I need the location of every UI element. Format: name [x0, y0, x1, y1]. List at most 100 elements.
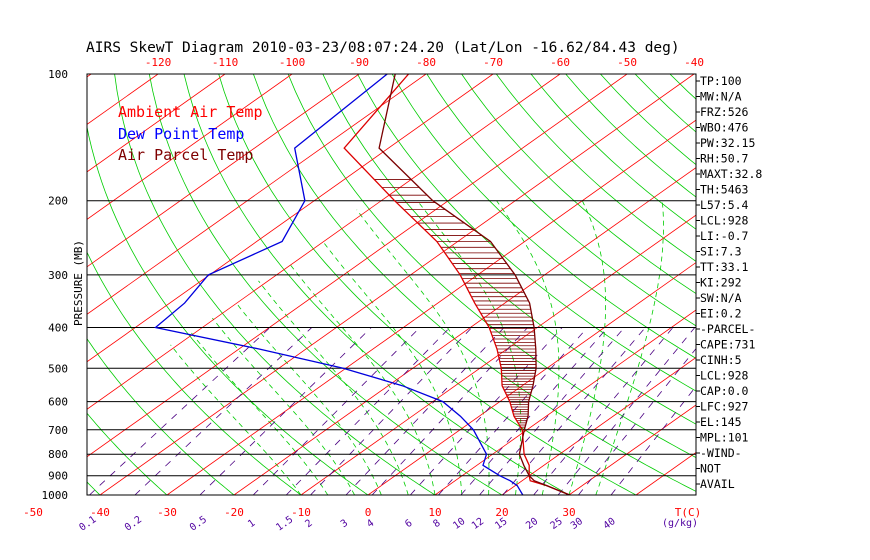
cape-hatching	[374, 179, 537, 428]
stability-index-item: EL:145	[700, 415, 742, 429]
bottom-temperature-label: 30	[562, 506, 575, 519]
top-temperature-label: -70	[483, 56, 503, 69]
pressure-tick-label: 100	[48, 68, 68, 81]
mixing-ratio-line	[199, 327, 372, 495]
legend-ambient-air-temp: Ambient Air Temp	[118, 103, 263, 121]
isotherm-line	[367, 262, 696, 495]
bottom-temperature-label: 10	[428, 506, 441, 519]
stability-index-item: TH:5463	[700, 183, 749, 197]
pressure-tick-label: 500	[48, 362, 68, 375]
mixing-ratio-label: 4	[365, 518, 376, 530]
stability-index-item: MPL:101	[700, 431, 749, 445]
mixing-ratio-line	[578, 347, 696, 495]
dry-adiabat-line	[87, 251, 302, 495]
isotherm-line	[233, 167, 696, 495]
stability-index-item: CAPE:731	[700, 338, 755, 352]
mixing-ratio-label: 20	[524, 516, 540, 532]
top-temperature-label: -110	[212, 56, 239, 69]
isotherm-line	[99, 74, 695, 495]
mixing-ratio-label: 6	[403, 518, 414, 530]
mixing-ratio-line	[410, 327, 563, 495]
stability-index-item: TP:100	[700, 74, 742, 88]
legend-air-parcel-temp: Air Parcel Temp	[118, 146, 253, 164]
stability-index-item: AVAIL	[700, 477, 735, 491]
top-temperature-label: -50	[617, 56, 637, 69]
mixing-ratio-unit-label: (g/kg)	[662, 518, 698, 529]
bottom-temperature-label: 20	[495, 506, 508, 519]
top-temperature-labels: -120 -110 -100 -90 -80 -70 -60 -50 -40	[145, 56, 704, 69]
isotherm-line	[87, 74, 360, 268]
isotherm-line	[0, 74, 24, 495]
isotherm-line	[770, 74, 870, 495]
moist-adiabat-line	[235, 302, 382, 495]
dry-adiabat-line	[391, 74, 696, 359]
bottom-temperature-label: -30	[157, 506, 177, 519]
moist-adiabat-line	[322, 241, 463, 495]
pressure-tick-label: 300	[48, 269, 68, 282]
isotherm-line	[87, 74, 226, 173]
pressure-tick-label: 200	[48, 195, 68, 208]
stability-index-item: LCL:928	[700, 214, 749, 228]
dry-adiabat-line	[495, 74, 696, 262]
moist-adiabat-line	[212, 317, 355, 495]
mixing-ratio-line	[502, 327, 646, 495]
isotherm-line	[87, 74, 293, 220]
bottom-temperature-label: -10	[291, 506, 311, 519]
mixing-ratio-line	[460, 327, 608, 495]
top-temperature-label: -40	[684, 56, 704, 69]
moist-adiabat-line	[170, 344, 302, 495]
isotherm-line	[87, 74, 427, 315]
stability-index-item: KI:292	[700, 276, 742, 290]
stability-index-item: WBO:476	[700, 121, 749, 135]
pressure-tick-label: 800	[48, 448, 68, 461]
dry-adiabat-line	[461, 74, 696, 295]
dry-adiabat-line	[218, 74, 637, 495]
isotherm-line	[501, 357, 696, 495]
bottom-temperature-labels: -50 -40 -30 -20 -10 0 10 20 30 T(C)	[23, 506, 701, 519]
mixing-ratio-label: 0.5	[188, 514, 209, 533]
moist-adiabat-line	[288, 262, 436, 495]
dry-adiabat-line	[854, 55, 870, 495]
pressure-tick-label: 400	[48, 321, 68, 334]
stability-index-item: RH:50.7	[700, 152, 749, 166]
stability-index-item: LI:-0.7	[700, 229, 749, 243]
stability-index-item: FRZ:526	[700, 105, 749, 119]
stability-index-item: NOT	[700, 462, 721, 476]
mixing-ratio-label: 12	[470, 516, 486, 532]
pressure-tick-label: 1000	[42, 489, 69, 502]
stability-index-item: -PARCEL-	[700, 322, 755, 336]
moist-adiabat-line	[496, 200, 560, 495]
stability-index-item: CAP:0.0	[700, 384, 749, 398]
stability-index-item: EI:0.2	[700, 307, 742, 321]
mixing-ratio-label: 8	[431, 518, 442, 530]
top-temperature-label: -120	[145, 56, 172, 69]
pressure-tick-labels: 100 200 300 400 500 600 700 800 900 1000	[42, 68, 69, 502]
moist-adiabat-line	[190, 331, 329, 495]
plot-border	[86, 73, 697, 496]
top-temperature-label: -100	[279, 56, 306, 69]
dry-adiabat-line	[87, 412, 168, 495]
moist-adiabat-line	[595, 200, 664, 495]
stability-index-item: LCL:928	[700, 369, 749, 383]
legend-dew-point-temp: Dew Point Temp	[118, 125, 244, 143]
isotherm-line	[434, 309, 696, 495]
dry-adiabat-line	[426, 74, 696, 327]
mixing-ratio-line	[285, 327, 451, 495]
bottom-temperature-label: -20	[224, 506, 244, 519]
parcel-temp-line	[378, 74, 570, 495]
bottom-temperature-label: -50	[23, 506, 43, 519]
profile-lines	[154, 74, 570, 495]
mixing-ratio-label: 2	[303, 518, 314, 530]
dry-adiabat-line	[0, 55, 33, 495]
dry-adiabat-line	[287, 74, 696, 458]
top-temperature-label: -80	[416, 56, 436, 69]
stability-index-item: CINH:5	[700, 353, 742, 367]
isotherm-line	[87, 74, 628, 458]
background-lines	[0, 55, 870, 495]
mixing-ratio-label: 3	[339, 518, 350, 530]
mixing-ratio-line	[533, 327, 674, 495]
mixing-ratio-label: 10	[451, 516, 467, 532]
isotherm-line	[300, 214, 696, 495]
dry-adiabat-line	[87, 337, 235, 495]
